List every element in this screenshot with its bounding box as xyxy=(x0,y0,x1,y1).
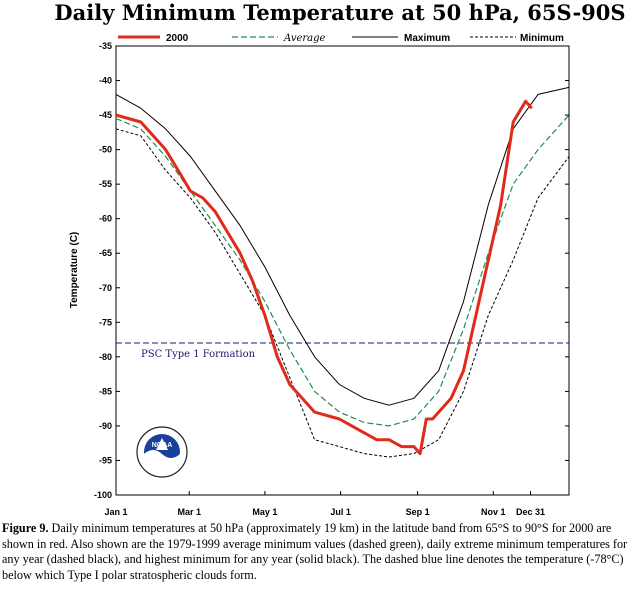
y-axis: -35 -40 -45 -50 -55 -60 -65 -70 -75 -80 -85 -90 -95 -… xyxy=(94,41,569,500)
figure-caption: Figure 9. Daily minimum temperatures at … xyxy=(2,521,638,583)
series-group xyxy=(115,86,570,458)
y-tick-label: -100 xyxy=(94,490,112,500)
legend-label-2000: 2000 xyxy=(166,33,189,44)
x-axis: Jan 1 Mar 1 May 1 Jul 1 Sep 1 Nov 1 Dec 31 xyxy=(104,491,545,517)
plot-area xyxy=(115,45,570,496)
y-tick-label: -65 xyxy=(99,248,112,258)
series-line-2000 xyxy=(115,99,533,456)
x-tick-label: Dec 31 xyxy=(516,507,545,517)
legend-label-maximum: Maximum xyxy=(404,33,450,44)
caption-text: Daily minimum temperatures at 50 hPa (ap… xyxy=(2,521,628,582)
y-tick-label: -80 xyxy=(99,352,112,362)
y-tick-label: -45 xyxy=(99,110,112,120)
temperature-chart: Daily Minimum Temperature at 50 hPa, 65S… xyxy=(54,0,625,517)
y-tick-label: -50 xyxy=(99,145,112,155)
y-axis-label: Temperature (C) xyxy=(69,232,80,309)
y-tick-label: -35 xyxy=(99,41,112,51)
x-tick-label: Sep 1 xyxy=(406,507,430,517)
y-tick-label: -55 xyxy=(99,179,112,189)
noaa-logo: NOAA xyxy=(136,426,188,478)
y-tick-label: -90 xyxy=(99,421,112,431)
psc-annotation: PSC Type 1 Formation xyxy=(141,349,256,360)
caption-label: Figure 9. xyxy=(2,521,49,535)
legend-label-minimum: Minimum xyxy=(520,33,564,44)
x-tick-label: Mar 1 xyxy=(177,507,201,517)
series-line-maximum xyxy=(115,86,570,406)
legend: 2000 Average Maximum Minimum xyxy=(118,33,564,44)
x-tick-label: May 1 xyxy=(252,507,277,517)
y-tick-label: -40 xyxy=(99,76,112,86)
noaa-logo-text: NOAA xyxy=(152,442,173,449)
series-line-minimum xyxy=(115,128,570,458)
chart-title: Daily Minimum Temperature at 50 hPa, 65S… xyxy=(54,0,625,25)
x-tick-label: Jul 1 xyxy=(330,507,351,517)
legend-label-average: Average xyxy=(283,33,326,44)
y-tick-label: -75 xyxy=(99,317,112,327)
y-tick-label: -60 xyxy=(99,214,112,224)
x-tick-label: Jan 1 xyxy=(104,507,127,517)
y-tick-label: -85 xyxy=(99,386,112,396)
y-tick-label: -95 xyxy=(99,455,112,465)
x-tick-label: Nov 1 xyxy=(481,507,506,517)
y-tick-label: -70 xyxy=(99,283,112,293)
series-line-average xyxy=(115,114,570,427)
